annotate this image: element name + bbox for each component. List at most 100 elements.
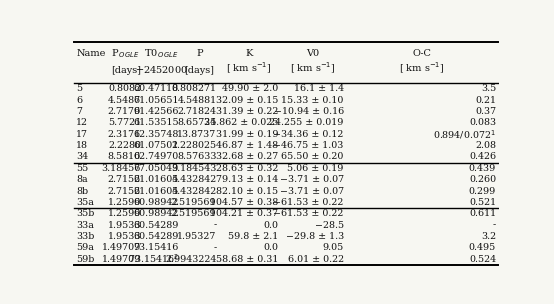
Text: 5.432842: 5.432842 (171, 175, 217, 184)
Text: -: - (493, 220, 496, 230)
Text: 34: 34 (76, 153, 88, 161)
Text: 3.5: 3.5 (481, 85, 496, 93)
Text: 8.5810: 8.5810 (108, 153, 141, 161)
Text: 61.05651: 61.05651 (133, 96, 179, 105)
Text: 5.432842: 5.432842 (171, 187, 217, 195)
Text: 0.21: 0.21 (475, 96, 496, 105)
Text: −3.71 ± 0.07: −3.71 ± 0.07 (280, 175, 344, 184)
Text: 31.99 ± 0.19: 31.99 ± 0.19 (216, 130, 278, 139)
Text: 3.2: 3.2 (481, 232, 496, 241)
Text: 16.1 ± 1.4: 16.1 ± 1.4 (294, 85, 344, 93)
Text: 2.2280: 2.2280 (108, 141, 141, 150)
Text: −10.94 ± 0.16: −10.94 ± 0.16 (274, 107, 344, 116)
Text: 5.06 ± 0.19: 5.06 ± 0.19 (288, 164, 344, 173)
Text: −61.53 ± 0.22: −61.53 ± 0.22 (274, 209, 344, 218)
Text: -: - (213, 243, 217, 252)
Text: T0$_{\,OGLE}$: T0$_{\,OGLE}$ (144, 47, 179, 60)
Text: 0.8082: 0.8082 (108, 85, 141, 93)
Text: [days]: [days] (111, 66, 141, 75)
Text: 12: 12 (76, 119, 88, 127)
Text: 104.21 ± 0.37: 104.21 ± 0.37 (210, 209, 278, 218)
Text: 60.98942: 60.98942 (134, 209, 179, 218)
Text: 7: 7 (76, 107, 82, 116)
Text: 24.255 ± 0.019: 24.255 ± 0.019 (269, 119, 344, 127)
Text: 35b: 35b (76, 209, 95, 218)
Text: 32.68 ± 0.27: 32.68 ± 0.27 (216, 153, 278, 161)
Text: 4.5487: 4.5487 (108, 96, 141, 105)
Text: 1.2599: 1.2599 (107, 209, 141, 218)
Text: 4.54881: 4.54881 (177, 96, 217, 105)
Text: 82.10 ± 0.15: 82.10 ± 0.15 (216, 187, 278, 195)
Text: 1.95327: 1.95327 (177, 232, 217, 241)
Text: 18: 18 (76, 141, 88, 150)
Text: 8b: 8b (76, 187, 88, 195)
Text: [ km s$^{-1}$]: [ km s$^{-1}$] (399, 61, 444, 77)
Text: [ km s$^{-1}$]: [ km s$^{-1}$] (290, 61, 335, 77)
Text: 0.439: 0.439 (469, 164, 496, 173)
Text: 3.18456: 3.18456 (101, 164, 141, 173)
Text: 28.63 ± 0.32: 28.63 ± 0.32 (216, 164, 278, 173)
Text: −34.36 ± 0.12: −34.36 ± 0.12 (274, 130, 344, 139)
Text: 79.13 ± 0.14: 79.13 ± 0.14 (216, 175, 278, 184)
Text: 2.7152: 2.7152 (108, 175, 141, 184)
Text: 0.260: 0.260 (469, 175, 496, 184)
Text: 62.74970: 62.74970 (134, 153, 179, 161)
Text: 15.33 ± 0.10: 15.33 ± 0.10 (281, 96, 344, 105)
Text: 73.15416: 73.15416 (134, 243, 179, 252)
Text: 1.49709: 1.49709 (102, 254, 141, 264)
Text: V0: V0 (306, 49, 319, 58)
Text: 0.521: 0.521 (469, 198, 496, 207)
Text: 59.8 ± 2.1: 59.8 ± 2.1 (228, 232, 278, 241)
Text: 5: 5 (76, 85, 82, 93)
Text: 77.05049: 77.05049 (134, 164, 179, 173)
Text: K: K (245, 49, 253, 58)
Text: 0.083: 0.083 (469, 119, 496, 127)
Text: 1.9533: 1.9533 (107, 220, 141, 230)
Text: 8.65725: 8.65725 (177, 119, 217, 127)
Text: 2.519569: 2.519569 (171, 198, 217, 207)
Text: 0.0: 0.0 (263, 243, 278, 252)
Text: 17: 17 (76, 130, 88, 139)
Text: 2.71824: 2.71824 (177, 107, 217, 116)
Text: 0.808271: 0.808271 (171, 85, 217, 93)
Text: 0.611: 0.611 (469, 209, 496, 218)
Text: 0.37: 0.37 (475, 107, 496, 116)
Text: [days]: [days] (184, 66, 214, 75)
Text: 65.50 ± 0.20: 65.50 ± 0.20 (281, 153, 344, 161)
Text: 9.05: 9.05 (322, 243, 344, 252)
Text: 0.426: 0.426 (469, 153, 496, 161)
Text: 46.87 ± 1.48: 46.87 ± 1.48 (216, 141, 278, 150)
Text: $-$2452000: $-$2452000 (135, 64, 188, 75)
Text: 55: 55 (76, 164, 89, 173)
Text: 2.7179: 2.7179 (108, 107, 141, 116)
Text: 5.7721: 5.7721 (108, 119, 141, 127)
Text: Name: Name (76, 49, 105, 58)
Text: 6.01 ± 0.22: 6.01 ± 0.22 (288, 254, 344, 264)
Text: 0.0: 0.0 (263, 220, 278, 230)
Text: [ km s$^{-1}$]: [ km s$^{-1}$] (226, 61, 271, 77)
Text: 58.68 ± 0.31: 58.68 ± 0.31 (216, 254, 278, 264)
Text: 61.01604: 61.01604 (134, 187, 179, 195)
Text: 2.7152: 2.7152 (108, 187, 141, 195)
Text: 13.8737: 13.8737 (177, 130, 217, 139)
Text: −29.8 ± 1.3: −29.8 ± 1.3 (285, 232, 344, 241)
Text: 0.495: 0.495 (469, 243, 496, 252)
Text: 0.524: 0.524 (469, 254, 496, 264)
Text: 59b: 59b (76, 254, 95, 264)
Text: 60.47118: 60.47118 (134, 85, 179, 93)
Text: 2.08: 2.08 (475, 141, 496, 150)
Text: 3.184543: 3.184543 (171, 164, 217, 173)
Text: 104.57 ± 0.38: 104.57 ± 0.38 (210, 198, 278, 207)
Text: −46.75 ± 1.03: −46.75 ± 1.03 (274, 141, 344, 150)
Text: −28.5: −28.5 (315, 220, 344, 230)
Text: 60.98942: 60.98942 (134, 198, 179, 207)
Text: 2.228025: 2.228025 (171, 141, 217, 150)
Text: 31.39 ± 0.22: 31.39 ± 0.22 (216, 107, 278, 116)
Text: 0.894/0.072$^1$: 0.894/0.072$^1$ (433, 128, 496, 141)
Text: 32.09 ± 0.15: 32.09 ± 0.15 (216, 96, 278, 105)
Text: 61.42566: 61.42566 (133, 107, 179, 116)
Text: 2.519569: 2.519569 (171, 209, 217, 218)
Text: 62.35748: 62.35748 (134, 130, 179, 139)
Text: 59a: 59a (76, 243, 94, 252)
Text: 1.9533: 1.9533 (107, 232, 141, 241)
